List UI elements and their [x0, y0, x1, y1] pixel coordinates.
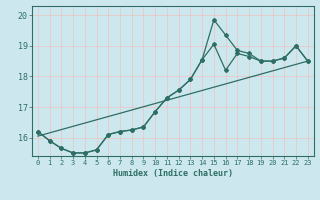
X-axis label: Humidex (Indice chaleur): Humidex (Indice chaleur)	[113, 169, 233, 178]
